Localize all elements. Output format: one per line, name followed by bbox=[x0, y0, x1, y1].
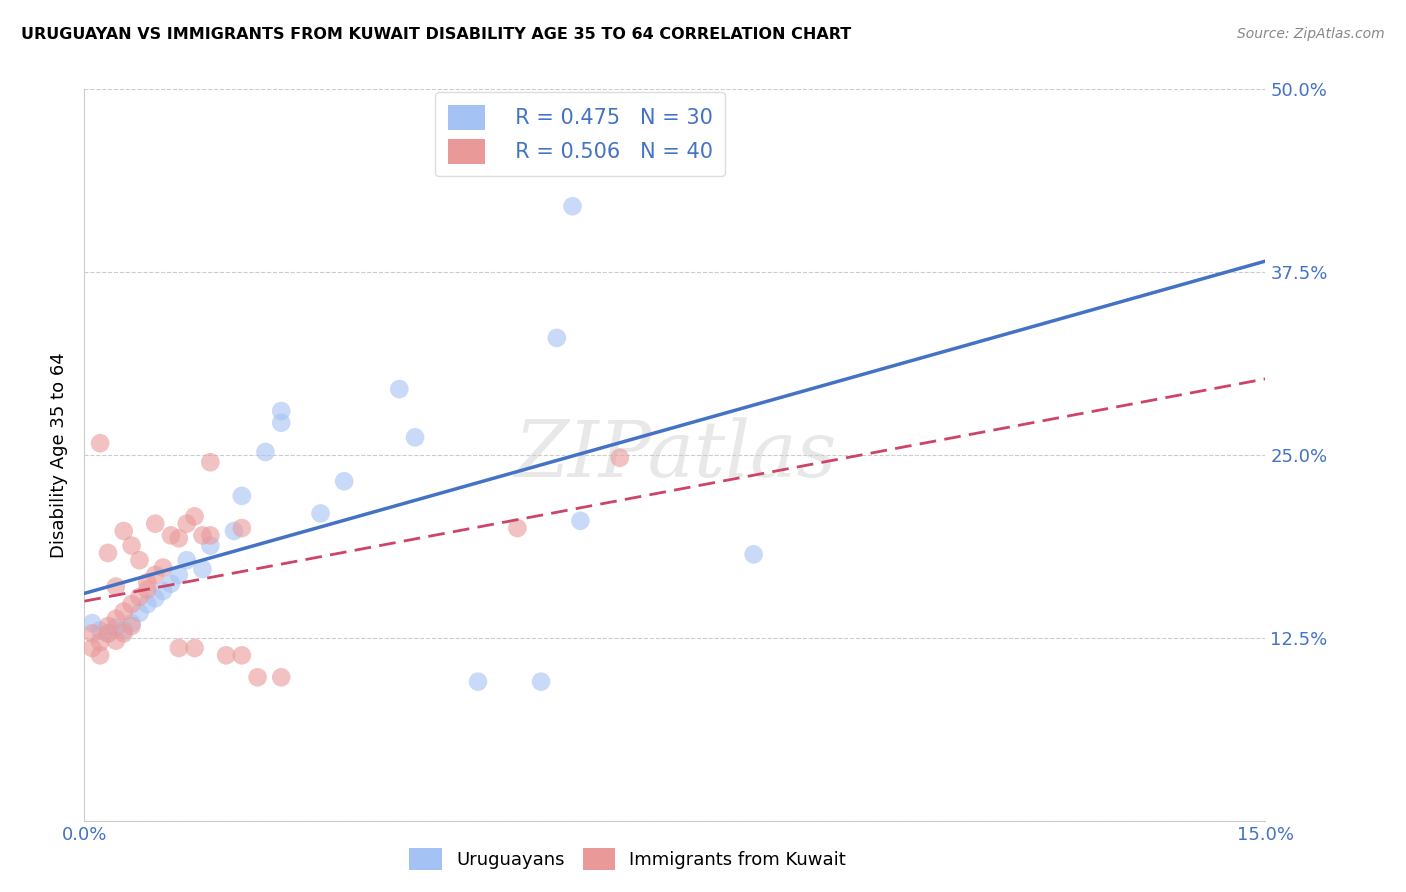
Point bbox=[167, 567, 190, 582]
Point bbox=[546, 331, 568, 345]
Point bbox=[270, 404, 292, 418]
Point bbox=[82, 640, 104, 655]
Point bbox=[569, 514, 592, 528]
Point bbox=[128, 553, 150, 567]
Point bbox=[104, 633, 127, 648]
Point bbox=[104, 612, 127, 626]
Point bbox=[128, 606, 150, 620]
Point bbox=[136, 582, 159, 597]
Point bbox=[89, 635, 111, 649]
Point bbox=[467, 674, 489, 689]
Point bbox=[89, 624, 111, 638]
Point bbox=[152, 584, 174, 599]
Text: URUGUAYAN VS IMMIGRANTS FROM KUWAIT DISABILITY AGE 35 TO 64 CORRELATION CHART: URUGUAYAN VS IMMIGRANTS FROM KUWAIT DISA… bbox=[21, 27, 852, 42]
Point bbox=[97, 619, 120, 633]
Legend: Uruguayans, Immigrants from Kuwait: Uruguayans, Immigrants from Kuwait bbox=[402, 841, 853, 878]
Point bbox=[388, 382, 411, 396]
Point bbox=[200, 455, 222, 469]
Point bbox=[82, 626, 104, 640]
Text: Source: ZipAtlas.com: Source: ZipAtlas.com bbox=[1237, 27, 1385, 41]
Point bbox=[143, 516, 166, 531]
Point bbox=[89, 648, 111, 663]
Point bbox=[160, 528, 183, 542]
Point bbox=[167, 531, 190, 545]
Point bbox=[176, 516, 198, 531]
Point bbox=[121, 616, 143, 631]
Point bbox=[152, 560, 174, 574]
Point bbox=[404, 430, 426, 444]
Point bbox=[530, 674, 553, 689]
Point bbox=[742, 548, 765, 562]
Point bbox=[254, 445, 277, 459]
Point bbox=[191, 528, 214, 542]
Point bbox=[167, 640, 190, 655]
Point bbox=[231, 648, 253, 663]
Point bbox=[112, 604, 135, 618]
Point bbox=[222, 524, 245, 538]
Point bbox=[121, 597, 143, 611]
Point bbox=[112, 624, 135, 638]
Point bbox=[270, 416, 292, 430]
Point bbox=[231, 489, 253, 503]
Point bbox=[97, 626, 120, 640]
Point bbox=[143, 567, 166, 582]
Point bbox=[200, 528, 222, 542]
Point bbox=[121, 619, 143, 633]
Point bbox=[270, 670, 292, 684]
Point bbox=[112, 524, 135, 538]
Point bbox=[506, 521, 529, 535]
Point bbox=[200, 539, 222, 553]
Point bbox=[136, 597, 159, 611]
Point bbox=[333, 475, 356, 489]
Y-axis label: Disability Age 35 to 64: Disability Age 35 to 64 bbox=[51, 352, 69, 558]
Point bbox=[97, 546, 120, 560]
Point bbox=[183, 640, 205, 655]
Point bbox=[176, 553, 198, 567]
Point bbox=[183, 509, 205, 524]
Point bbox=[128, 590, 150, 604]
Point bbox=[246, 670, 269, 684]
Text: ZIPatlas: ZIPatlas bbox=[513, 417, 837, 493]
Point bbox=[231, 521, 253, 535]
Point bbox=[112, 626, 135, 640]
Point bbox=[82, 616, 104, 631]
Point bbox=[89, 436, 111, 450]
Point bbox=[609, 450, 631, 465]
Point bbox=[561, 199, 583, 213]
Point bbox=[136, 575, 159, 590]
Point bbox=[191, 562, 214, 576]
Point bbox=[215, 648, 238, 663]
Point bbox=[121, 539, 143, 553]
Point bbox=[160, 576, 183, 591]
Point bbox=[309, 507, 332, 521]
Point bbox=[104, 580, 127, 594]
Point bbox=[97, 626, 120, 640]
Point bbox=[104, 621, 127, 635]
Point bbox=[143, 591, 166, 606]
